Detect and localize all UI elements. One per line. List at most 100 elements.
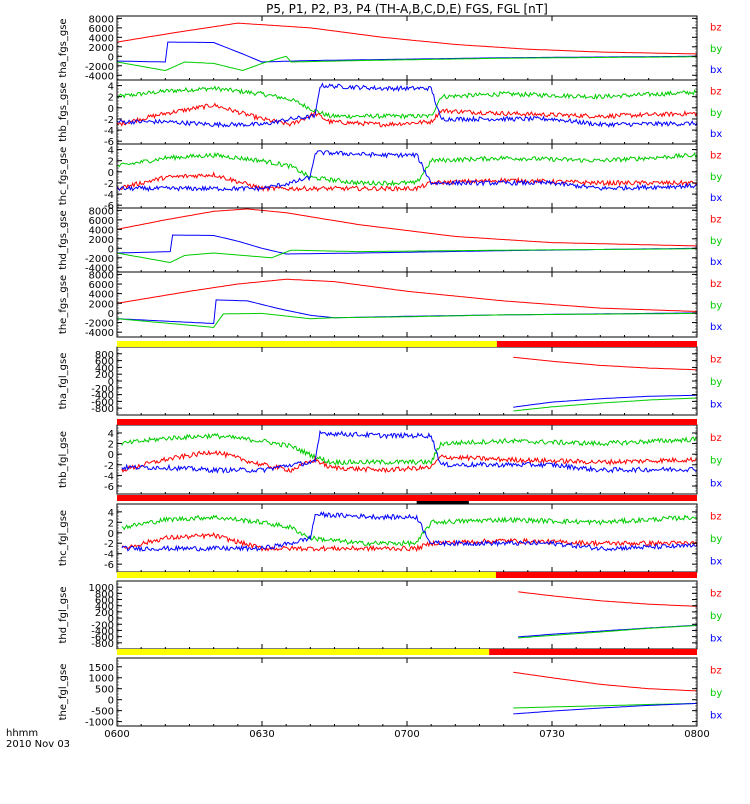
series-bz-line — [116, 278, 698, 312]
y-tick-label: 600 — [95, 357, 114, 368]
series-by-line — [116, 248, 697, 264]
panel-ylabel: tha_fgl_gse — [58, 353, 69, 410]
series-bz-line — [116, 208, 697, 247]
y-tick-label: 400 — [95, 602, 114, 613]
mode-bar-segment — [117, 649, 490, 655]
y-tick-label: -600 — [91, 397, 114, 408]
panel-ylabel: thc_fgs_gse — [58, 147, 69, 206]
y-tick-label: 600 — [95, 596, 114, 607]
y-tick-label: 500 — [95, 685, 114, 696]
y-tick-label: 200 — [95, 370, 114, 381]
y-tick-label: -4000 — [85, 71, 114, 82]
y-tick-label: 4 — [108, 508, 114, 519]
panel-frame — [116, 424, 698, 495]
y-tick-label: 800 — [95, 350, 114, 361]
figure-title: P5, P1, P2, P3, P4 (TH-A,B,C,D,E) FGS, F… — [266, 2, 548, 16]
series-bx-line — [116, 82, 698, 129]
panel-ylabel: the_fgs_gse — [58, 275, 69, 334]
y-tick-label: -400 — [91, 391, 114, 402]
y-tick-label: -6 — [104, 137, 114, 148]
y-tick-label: 2 — [108, 93, 114, 104]
panel-ylabel: tha_fgs_gse — [58, 18, 69, 77]
panel-frame — [116, 657, 698, 727]
y-tick-label: -500 — [91, 707, 114, 718]
legend-by: by — [710, 534, 722, 545]
panel-thb_fgl_gse: 420-2-4-6 thb_fgl_gse bz by bx — [58, 424, 722, 495]
y-tick-label: 1000 — [89, 674, 114, 685]
legend-bx: bx — [710, 193, 722, 204]
series-bz-line — [121, 531, 698, 553]
y-tick-label: -600 — [91, 633, 114, 644]
y-tick-label: -4 — [104, 471, 114, 482]
time-axis-label: hhmm — [6, 728, 38, 739]
time-tick-label: 0700 — [394, 729, 419, 740]
mode-bar-segment — [496, 341, 697, 347]
mode-bar-segment — [489, 649, 697, 655]
legend-by: by — [710, 611, 722, 622]
y-tick-label: -200 — [91, 620, 114, 631]
series-bx-line — [116, 299, 697, 325]
y-tick-label: 0 — [108, 696, 114, 707]
y-tick-label: 1000 — [89, 583, 114, 594]
y-tick-label: 8000 — [89, 270, 114, 281]
y-tick-label: 8000 — [89, 14, 114, 25]
y-tick-label: -200 — [91, 384, 114, 395]
legend-bz: bz — [710, 589, 722, 600]
legend-by: by — [710, 688, 722, 699]
legend-bz: bz — [710, 433, 722, 444]
panel-ylabel: thd_fgl_gse — [58, 587, 69, 644]
y-tick-label: -6 — [104, 560, 114, 571]
legend-bx: bx — [710, 711, 722, 722]
panel-ylabel: the_fgl_gse — [58, 664, 69, 721]
y-tick-label: 0 — [108, 104, 114, 115]
y-tick-label: 6000 — [89, 216, 114, 227]
legend-by: by — [710, 236, 722, 247]
legend-bz: bz — [710, 23, 722, 34]
panel-frame — [116, 79, 698, 145]
series-by-line — [116, 55, 697, 72]
legend-bz: bz — [710, 215, 722, 226]
series-by-line — [117, 151, 698, 187]
legend-bz: bz — [710, 87, 722, 98]
series-bx-line — [121, 429, 698, 474]
panel-ylabel: thd_fgs_gse — [58, 210, 69, 269]
panel-frame — [116, 271, 698, 338]
series-by-line — [116, 85, 698, 120]
legend-by: by — [710, 44, 722, 55]
series-bz-line — [116, 22, 697, 55]
panel-ylabel: thb_fgs_gse — [58, 82, 69, 141]
series-by-line — [121, 432, 698, 467]
y-tick-label: -2 — [104, 179, 114, 190]
legend-bx: bx — [710, 400, 722, 411]
y-tick-label: 0 — [108, 52, 114, 63]
panel-frame — [116, 207, 698, 273]
panel-frame — [116, 15, 698, 81]
legend-bx: bx — [710, 478, 722, 489]
series-bx-line — [513, 702, 698, 715]
series-by-line — [513, 702, 698, 709]
series-by-line — [518, 625, 698, 639]
y-tick-label: 200 — [95, 608, 114, 619]
legend-bz: bz — [710, 512, 722, 523]
mode-bar-segment — [495, 572, 697, 578]
y-tick-label: -2000 — [85, 254, 114, 265]
y-tick-label: 1500 — [89, 663, 114, 674]
mode-bar-segment — [117, 341, 497, 347]
y-tick-label: 2000 — [89, 235, 114, 246]
y-tick-label: -400 — [91, 626, 114, 637]
legend-by: by — [710, 108, 722, 119]
panel-thc_fgl_gse: 420-2-4-6 thc_fgl_gse bz by bx — [58, 503, 722, 573]
y-tick-label: 4 — [108, 82, 114, 93]
y-tick-label: -4 — [104, 190, 114, 201]
y-tick-label: 0 — [108, 309, 114, 320]
series-bz-line — [513, 356, 698, 371]
y-tick-label: -6 — [104, 201, 114, 212]
y-tick-label: -4 — [104, 550, 114, 561]
